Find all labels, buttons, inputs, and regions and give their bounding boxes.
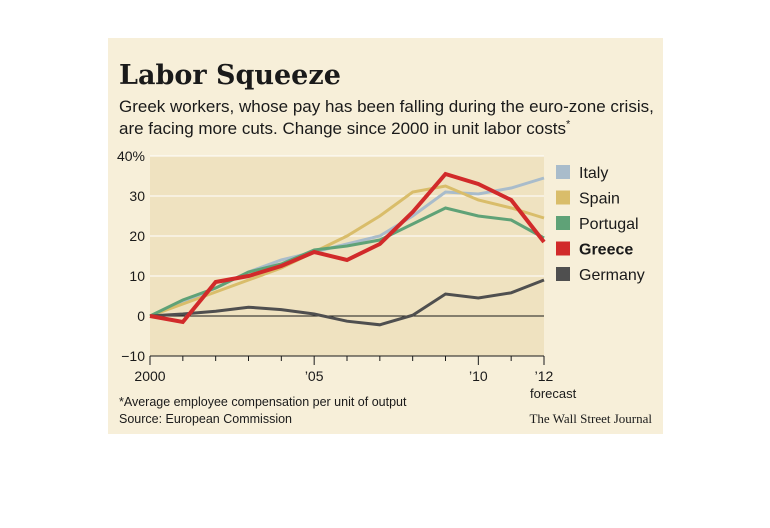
series-line-greece [149, 171, 546, 325]
y-tick-label: 20 [129, 228, 145, 244]
forecast-label: forecast [530, 386, 577, 401]
source-text: Source: European Commission [119, 412, 292, 426]
series-lines [149, 171, 546, 327]
legend-label-germany: Germany [579, 267, 645, 284]
subtitle-footnote-mark: * [565, 118, 571, 131]
series-line-portugal [149, 206, 545, 318]
y-tick-label: 40% [117, 148, 145, 164]
x-axis: 2000 ’05 ’10 ’12 [134, 355, 554, 384]
y-axis-labels: −10 0 10 20 30 40% [117, 148, 145, 364]
credit-text: The Wall Street Journal [529, 411, 652, 426]
x-tick-label: ’12 [535, 368, 554, 384]
series-line-germany [149, 278, 545, 327]
line-chart: 2000 ’05 ’10 ’12 −10 0 10 20 30 40% Italy Spain Po… [117, 148, 645, 384]
y-tick-label: 10 [129, 268, 145, 284]
legend-label-portugal: Portugal [579, 216, 639, 233]
y-tick-label: 0 [137, 308, 145, 324]
x-tick-label: ’05 [305, 368, 324, 384]
legend-swatch-spain [556, 190, 570, 205]
legend-label-spain: Spain [579, 191, 620, 208]
x-tick-label: ’10 [469, 368, 488, 384]
footnote-block: *Average employee compensation per unit … [119, 394, 406, 428]
legend-label-greece: Greece [579, 242, 633, 259]
footnote-text: *Average employee compensation per unit … [119, 395, 407, 409]
legend-swatch-portugal [556, 216, 570, 230]
x-tick-label: 2000 [134, 368, 165, 384]
y-tick-label: −10 [121, 348, 145, 364]
y-tick-label: 30 [129, 188, 145, 204]
chart-subtitle: Greek workers, whose pay has been fallin… [119, 96, 659, 140]
series-line-spain [149, 184, 545, 318]
legend: Italy Spain Portugal Greece Germany [556, 165, 645, 284]
legend-swatch-germany [556, 267, 570, 281]
legend-swatch-italy [556, 165, 570, 179]
chart-title: Labor Squeeze [119, 60, 341, 91]
legend-swatch-greece [556, 241, 570, 256]
chart-subtitle-text: Greek workers, whose pay has been fallin… [119, 97, 654, 138]
chart-card: Labor Squeeze Greek workers, whose pay h… [108, 38, 663, 434]
legend-label-italy: Italy [579, 165, 608, 182]
